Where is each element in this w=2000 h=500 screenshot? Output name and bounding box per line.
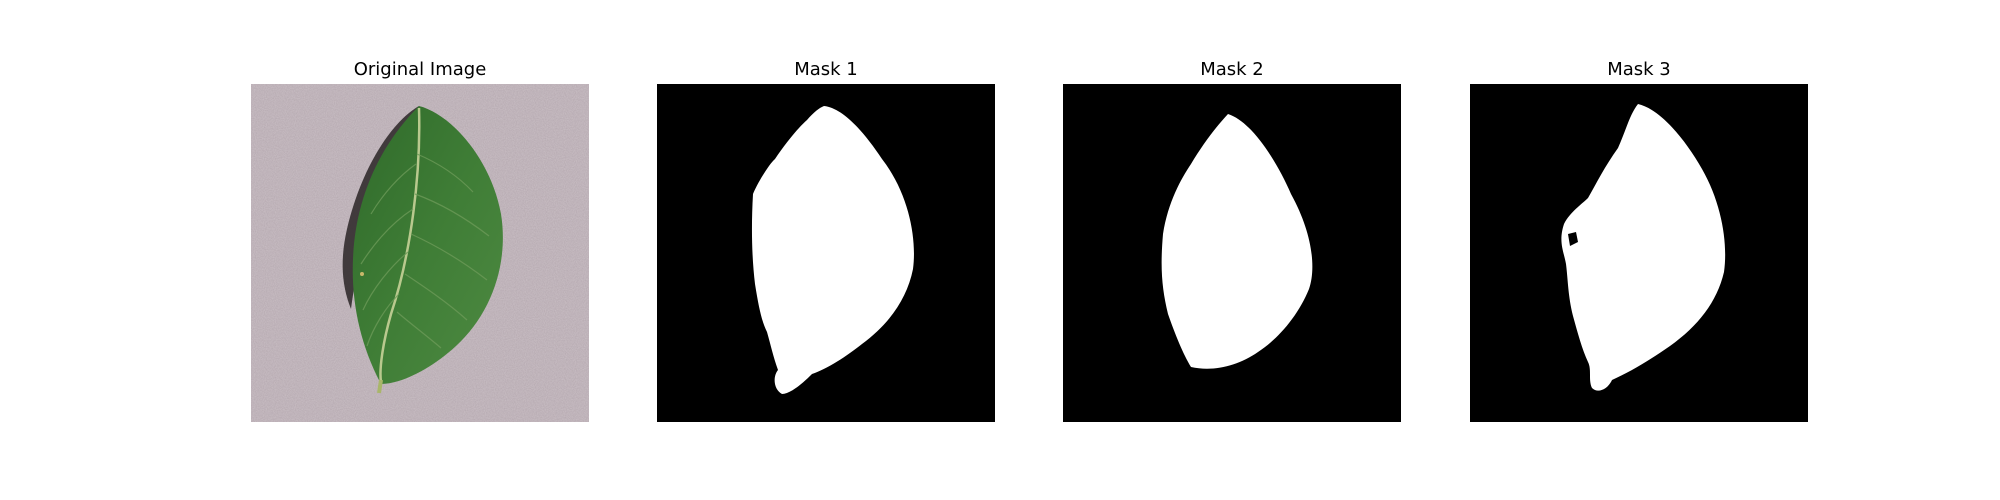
panel-original: Original Image (251, 58, 589, 422)
mask1-region (751, 106, 914, 394)
panel-mask1: Mask 1 (657, 58, 995, 422)
leaf-shadow (342, 106, 419, 309)
mask2-region (1161, 114, 1313, 369)
panel-title-mask2: Mask 2 (1200, 59, 1264, 80)
mask2-image (1063, 84, 1401, 422)
mask1-image (657, 84, 995, 422)
mask3-image (1470, 84, 1808, 422)
leaf-spot (360, 272, 364, 276)
panel-title-mask1: Mask 1 (794, 59, 858, 80)
mask1-artifact (792, 162, 796, 170)
panel-title-mask3: Mask 3 (1607, 59, 1671, 80)
panel-mask3: Mask 3 (1470, 58, 1808, 422)
original-image (251, 84, 589, 422)
leaf-stem (377, 379, 383, 394)
panel-mask2: Mask 2 (1063, 58, 1401, 422)
panel-title-original: Original Image (353, 59, 487, 80)
mask3-artifact (1568, 232, 1578, 246)
leaf-veins (360, 153, 490, 349)
leaf-midrib (379, 107, 421, 383)
mask3-region (1561, 104, 1726, 391)
